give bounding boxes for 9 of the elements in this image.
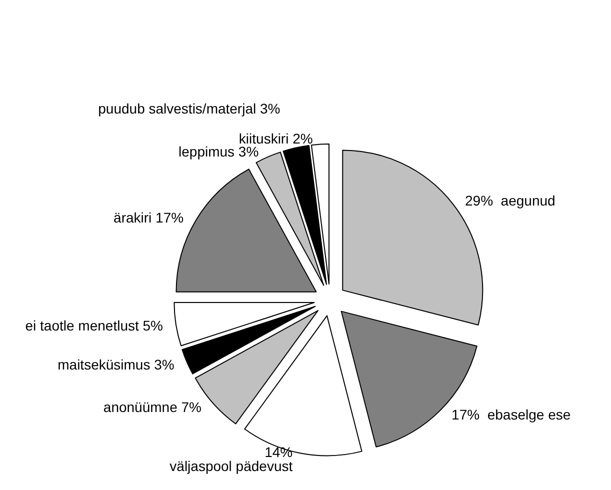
slice-label: ärakiri 17% [114, 210, 184, 226]
slice-label: väljaspool pädevust [170, 458, 293, 474]
data-label: 14% [264, 444, 293, 460]
slice-label: 17% ebaselge ese [452, 406, 571, 423]
slice-label: 29% aegunud [465, 192, 556, 209]
slice-label: puudub salvestis/materjal 3% [98, 100, 280, 117]
slice-label: anonüümne 7% [103, 399, 202, 416]
slice-label: ei taotle menetlust 5% [25, 317, 163, 334]
slice-label: maitseküsimus 3% [58, 356, 174, 372]
